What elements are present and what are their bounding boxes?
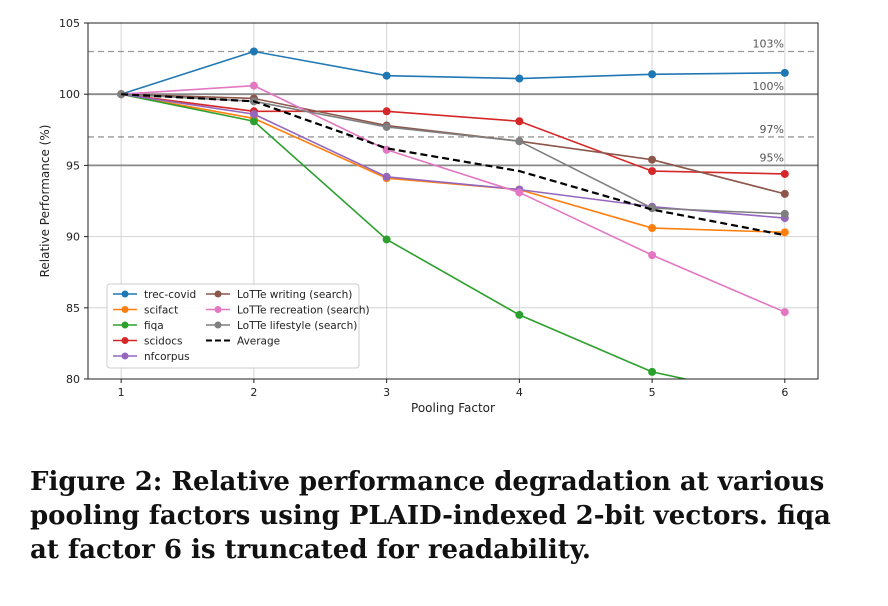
x-tick-label: 6: [781, 386, 788, 399]
data-point: [648, 167, 657, 176]
data-point: [648, 224, 657, 233]
series-average: [121, 93, 786, 237]
legend-marker: [121, 321, 129, 329]
legend-label: Average: [237, 336, 280, 348]
legend-marker: [214, 321, 222, 329]
axis-ticks: 1 2 3 4 5 6 80 85 90 95 100 105: [59, 17, 788, 399]
legend-label: trec-covid: [144, 289, 196, 301]
series-line: [121, 93, 786, 237]
series-line: [121, 93, 690, 379]
y-tick-label: 90: [66, 231, 80, 244]
legend-label: scifact: [144, 305, 178, 317]
data-point: [780, 209, 789, 218]
y-tick-label: 105: [59, 17, 80, 30]
y-tick-label: 85: [66, 302, 80, 315]
x-tick-label: 2: [250, 386, 257, 399]
data-point: [515, 188, 524, 197]
data-point: [249, 81, 258, 90]
series-trec-covid: [117, 47, 789, 99]
series-scifact: [117, 90, 789, 237]
data-point: [780, 169, 789, 178]
data-point: [648, 70, 657, 79]
legend-marker: [121, 337, 129, 344]
line-chart: 103% 100% 97% 95% 1 2 3 4 5 6 80 85 90 95 100 105 Pool…: [38, 17, 819, 415]
legend-box: [106, 283, 360, 369]
data-point: [249, 47, 258, 56]
data-point: [780, 189, 789, 198]
data-point: [648, 155, 657, 164]
reference-line-label: 100%: [753, 80, 784, 93]
data-point: [515, 74, 524, 83]
series-nfcorpus: [117, 90, 789, 223]
plot-frame: [87, 22, 819, 380]
reference-line-label: 97%: [760, 123, 784, 136]
data-point: [780, 68, 789, 77]
x-tick-label: 1: [118, 386, 125, 399]
series-lotte-recreation-search: [117, 81, 789, 317]
x-tick-label: 4: [516, 386, 523, 399]
data-point: [780, 308, 789, 317]
legend: trec-covid scifact fiqa scidocs nfcorpus LoTT…: [106, 283, 370, 369]
data-point: [648, 367, 657, 376]
data-point: [515, 137, 524, 146]
y-axis-title: Relative Performance (%): [38, 125, 52, 278]
series-line: [121, 93, 785, 175]
legend-marker: [121, 290, 129, 298]
data-point: [515, 310, 524, 319]
figure-caption: Figure 2: Relative performance degradati…: [30, 467, 831, 565]
series-line: [121, 84, 786, 313]
data-point: [648, 204, 657, 213]
data-point: [382, 122, 391, 131]
data-point: [515, 117, 524, 126]
legend-marker: [121, 352, 129, 360]
reference-line-label: 95%: [760, 151, 784, 164]
y-tick-label: 80: [66, 373, 80, 386]
data-point: [648, 251, 657, 260]
data-point: [382, 71, 391, 80]
legend-label: LoTTe writing (search): [237, 289, 352, 301]
legend-label: LoTTe recreation (search): [237, 305, 370, 317]
legend-label: nfcorpus: [144, 351, 190, 363]
series-lines: [117, 47, 789, 379]
data-point: [382, 235, 391, 244]
data-point: [249, 110, 258, 119]
legend-label: fiqa: [144, 320, 164, 332]
data-point: [780, 228, 789, 237]
reference-lines: 103% 100% 97% 95%: [88, 37, 818, 167]
series-line: [120, 50, 785, 95]
data-point: [249, 117, 258, 126]
y-tick-label: 100: [59, 88, 80, 101]
legend-marker: [121, 306, 129, 313]
reference-line-label: 103%: [753, 37, 784, 50]
y-tick-label: 95: [66, 159, 80, 172]
legend-label: LoTTe lifestyle (search): [237, 320, 357, 332]
data-point: [382, 107, 391, 116]
legend-marker: [214, 290, 222, 298]
x-tick-label: 3: [383, 386, 390, 399]
x-tick-label: 5: [649, 386, 656, 399]
data-point: [382, 172, 391, 181]
x-axis-title: Pooling Factor: [411, 401, 495, 415]
legend-label: scidocs: [144, 336, 183, 348]
legend-marker: [214, 306, 222, 313]
